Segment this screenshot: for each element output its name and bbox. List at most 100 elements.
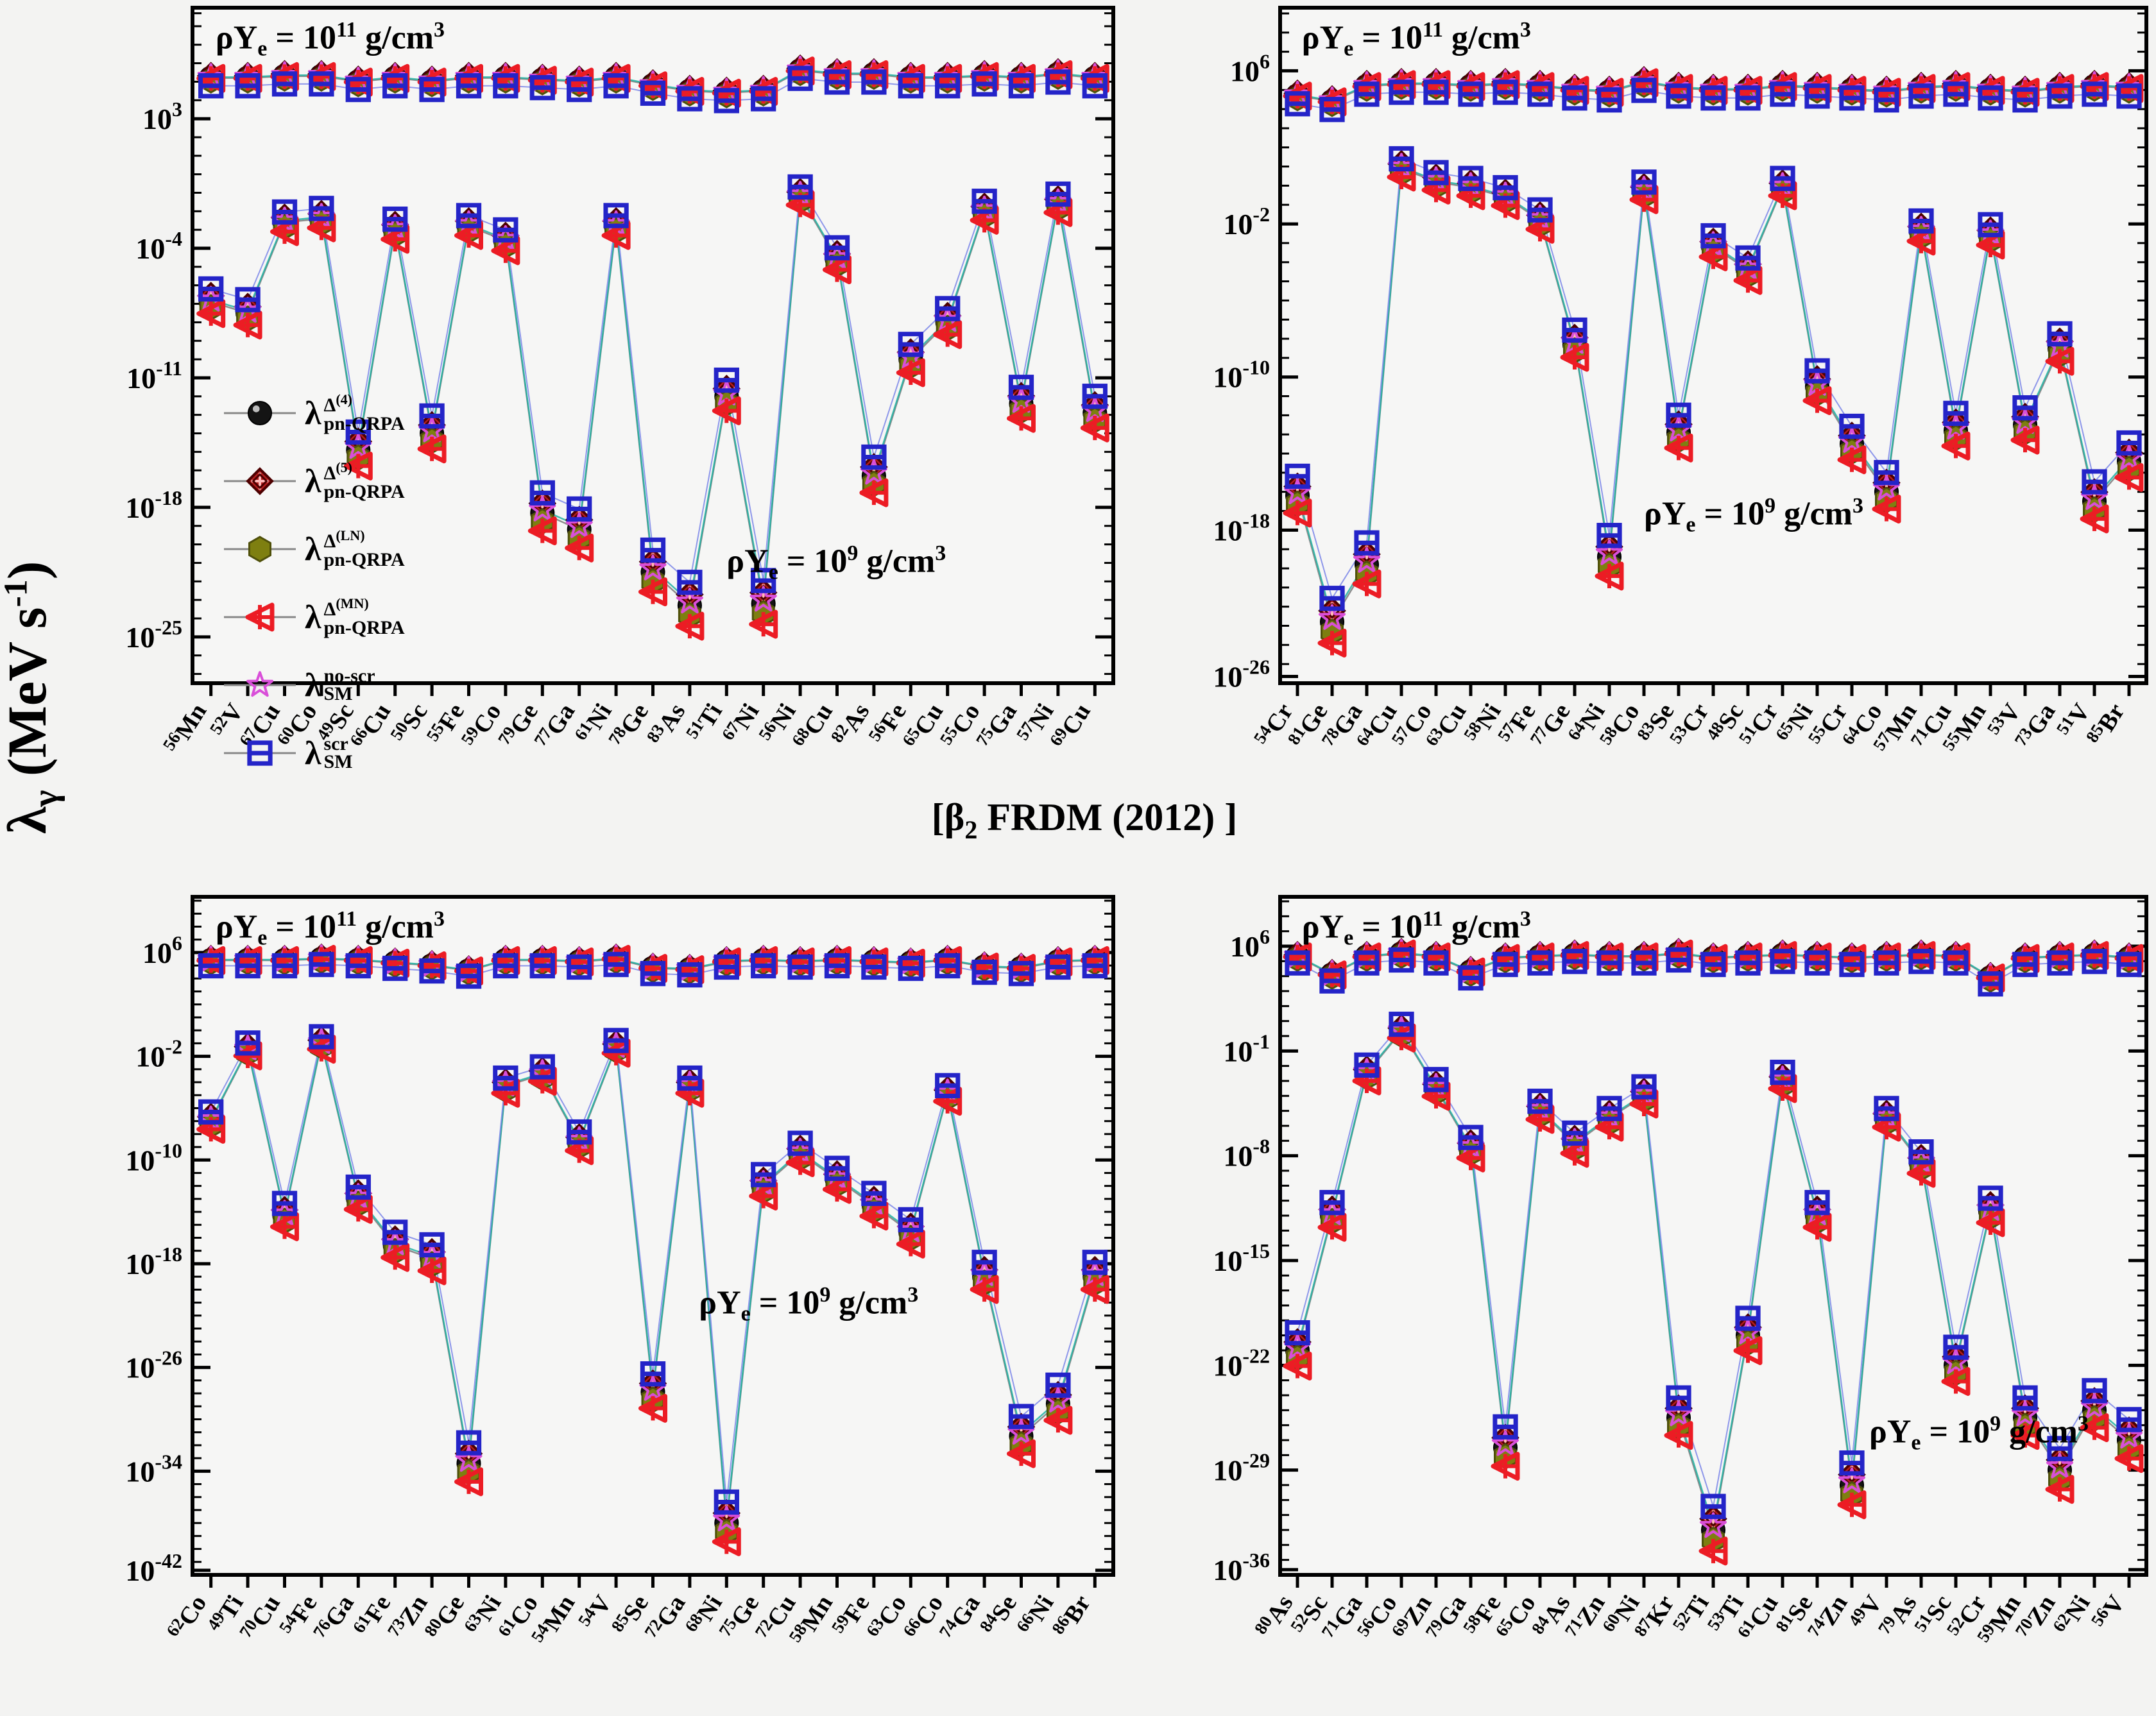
- square-marker: [1700, 85, 1726, 111]
- square-marker: [419, 76, 445, 103]
- triangle-marker: [1733, 1336, 1763, 1365]
- square-marker: [603, 951, 629, 978]
- square-marker: [898, 332, 923, 357]
- triangle-marker: [2080, 504, 2109, 534]
- legend-glyph-diamond: [224, 467, 296, 495]
- legend-glyph-square: [224, 740, 296, 766]
- star-marker: [639, 554, 667, 581]
- square-marker: [1285, 463, 1310, 489]
- star-marker: [676, 588, 703, 614]
- square-marker: [1389, 146, 1414, 172]
- square-marker: [419, 1232, 445, 1258]
- y-tick-label: 10-1: [1223, 1030, 1270, 1067]
- square-marker: [1804, 1189, 1830, 1216]
- triangle-marker: [527, 516, 557, 546]
- triangle-marker: [859, 1202, 889, 1231]
- square-marker: [1943, 950, 1969, 976]
- triangle-marker: [1837, 445, 1867, 475]
- square-marker: [2047, 321, 2073, 347]
- square-marker: [1493, 1414, 1518, 1440]
- square-marker: [2116, 951, 2142, 978]
- triangle-marker: [1664, 433, 1693, 463]
- x-tick-label: 58Mn: [785, 1590, 838, 1651]
- density-label-lower-top-right: ρYe = 109 g/cm3: [1644, 494, 1863, 537]
- square-marker: [1943, 1334, 1969, 1360]
- triangle-marker: [2114, 1444, 2144, 1474]
- square-marker: [1596, 523, 1622, 548]
- triangle-marker: [601, 1039, 631, 1068]
- triangle-marker: [1352, 569, 1382, 599]
- square-marker: [677, 1065, 703, 1091]
- square-marker: [1319, 586, 1345, 611]
- figure-page: { "figure_note": "Four-panel log-scale s…: [0, 6, 2148, 1646]
- y-tick-label: 10-29: [1213, 1449, 1270, 1487]
- star-marker: [246, 671, 273, 697]
- square-marker: [1285, 950, 1310, 976]
- square-marker: [714, 954, 739, 980]
- y-tick-label: 10-26: [1213, 656, 1270, 693]
- square-marker: [1082, 73, 1108, 99]
- star-marker: [1596, 539, 1623, 565]
- square-marker: [714, 1489, 739, 1515]
- plot-frame: [1278, 6, 2148, 685]
- triangle-marker: [1387, 1023, 1416, 1053]
- triangle-marker: [638, 1393, 667, 1423]
- triangle-marker: [749, 1181, 778, 1211]
- x-tick-label: 72Ga: [640, 1590, 690, 1646]
- square-marker: [1770, 81, 1795, 107]
- square-marker: [1666, 947, 1691, 973]
- panel-top-left: 10-2510-1810-1110-410356Mn52V67Cu60Co49S…: [125, 6, 1115, 754]
- square-marker: [861, 444, 887, 470]
- square-marker: [787, 65, 813, 91]
- square-marker: [309, 951, 334, 978]
- square-marker: [1839, 85, 1865, 111]
- x-tick-label: 51Ti: [682, 698, 728, 747]
- square-marker: [1978, 1185, 2003, 1211]
- triangle-marker: [859, 478, 889, 507]
- square-marker: [382, 1219, 408, 1245]
- y-tick-label: 10-25: [125, 616, 182, 654]
- triangle-marker: [2045, 346, 2075, 376]
- square-marker: [1804, 950, 1830, 976]
- triangle-marker: [565, 533, 594, 563]
- triangle-marker: [1941, 1367, 1971, 1397]
- square-marker: [2116, 83, 2142, 109]
- square-marker: [1045, 181, 1071, 207]
- triangle-marker: [896, 358, 925, 387]
- square-marker: [493, 73, 518, 99]
- square-marker: [1908, 208, 1934, 234]
- triangle-marker: [1906, 1159, 1936, 1188]
- triangle-marker: [343, 1194, 373, 1224]
- square-marker: [345, 419, 371, 445]
- triangle-marker: [233, 1041, 262, 1071]
- square-marker: [1874, 950, 1899, 976]
- square-marker: [1493, 174, 1518, 201]
- triangle-marker: [1698, 242, 1728, 271]
- y-tick-label: 10-26: [125, 1346, 182, 1384]
- plot-background: [1280, 8, 2146, 683]
- square-marker: [309, 71, 334, 97]
- square-marker: [1389, 1012, 1414, 1037]
- title-beta2-subscript: 2: [964, 815, 978, 844]
- square-marker: [1735, 245, 1761, 271]
- triangle-marker: [1283, 1351, 1312, 1380]
- panel-bottom-left: 10-4210-3410-2610-1810-1010-210662Co49Ti…: [125, 895, 1115, 1651]
- square-marker: [567, 496, 592, 522]
- triangle-marker: [1080, 413, 1109, 443]
- square-marker: [198, 1099, 224, 1125]
- square-marker: [456, 203, 482, 228]
- y-tick-label: 10-10: [1213, 356, 1270, 394]
- square-marker: [751, 568, 776, 593]
- triangle-marker: [749, 609, 778, 639]
- square-marker: [235, 287, 261, 312]
- triangle-marker: [454, 1467, 483, 1497]
- triangle-marker: [381, 1243, 410, 1272]
- star-marker: [713, 1506, 740, 1532]
- x-tick-label: 58Ni: [1460, 698, 1507, 749]
- square-marker: [640, 1361, 666, 1387]
- triangle-marker: [823, 1175, 851, 1204]
- square-marker: [1666, 402, 1691, 428]
- square-marker: [529, 480, 555, 505]
- legend-glyph-hexagon: [224, 536, 296, 563]
- x-tick-label: 78Ge: [604, 698, 654, 753]
